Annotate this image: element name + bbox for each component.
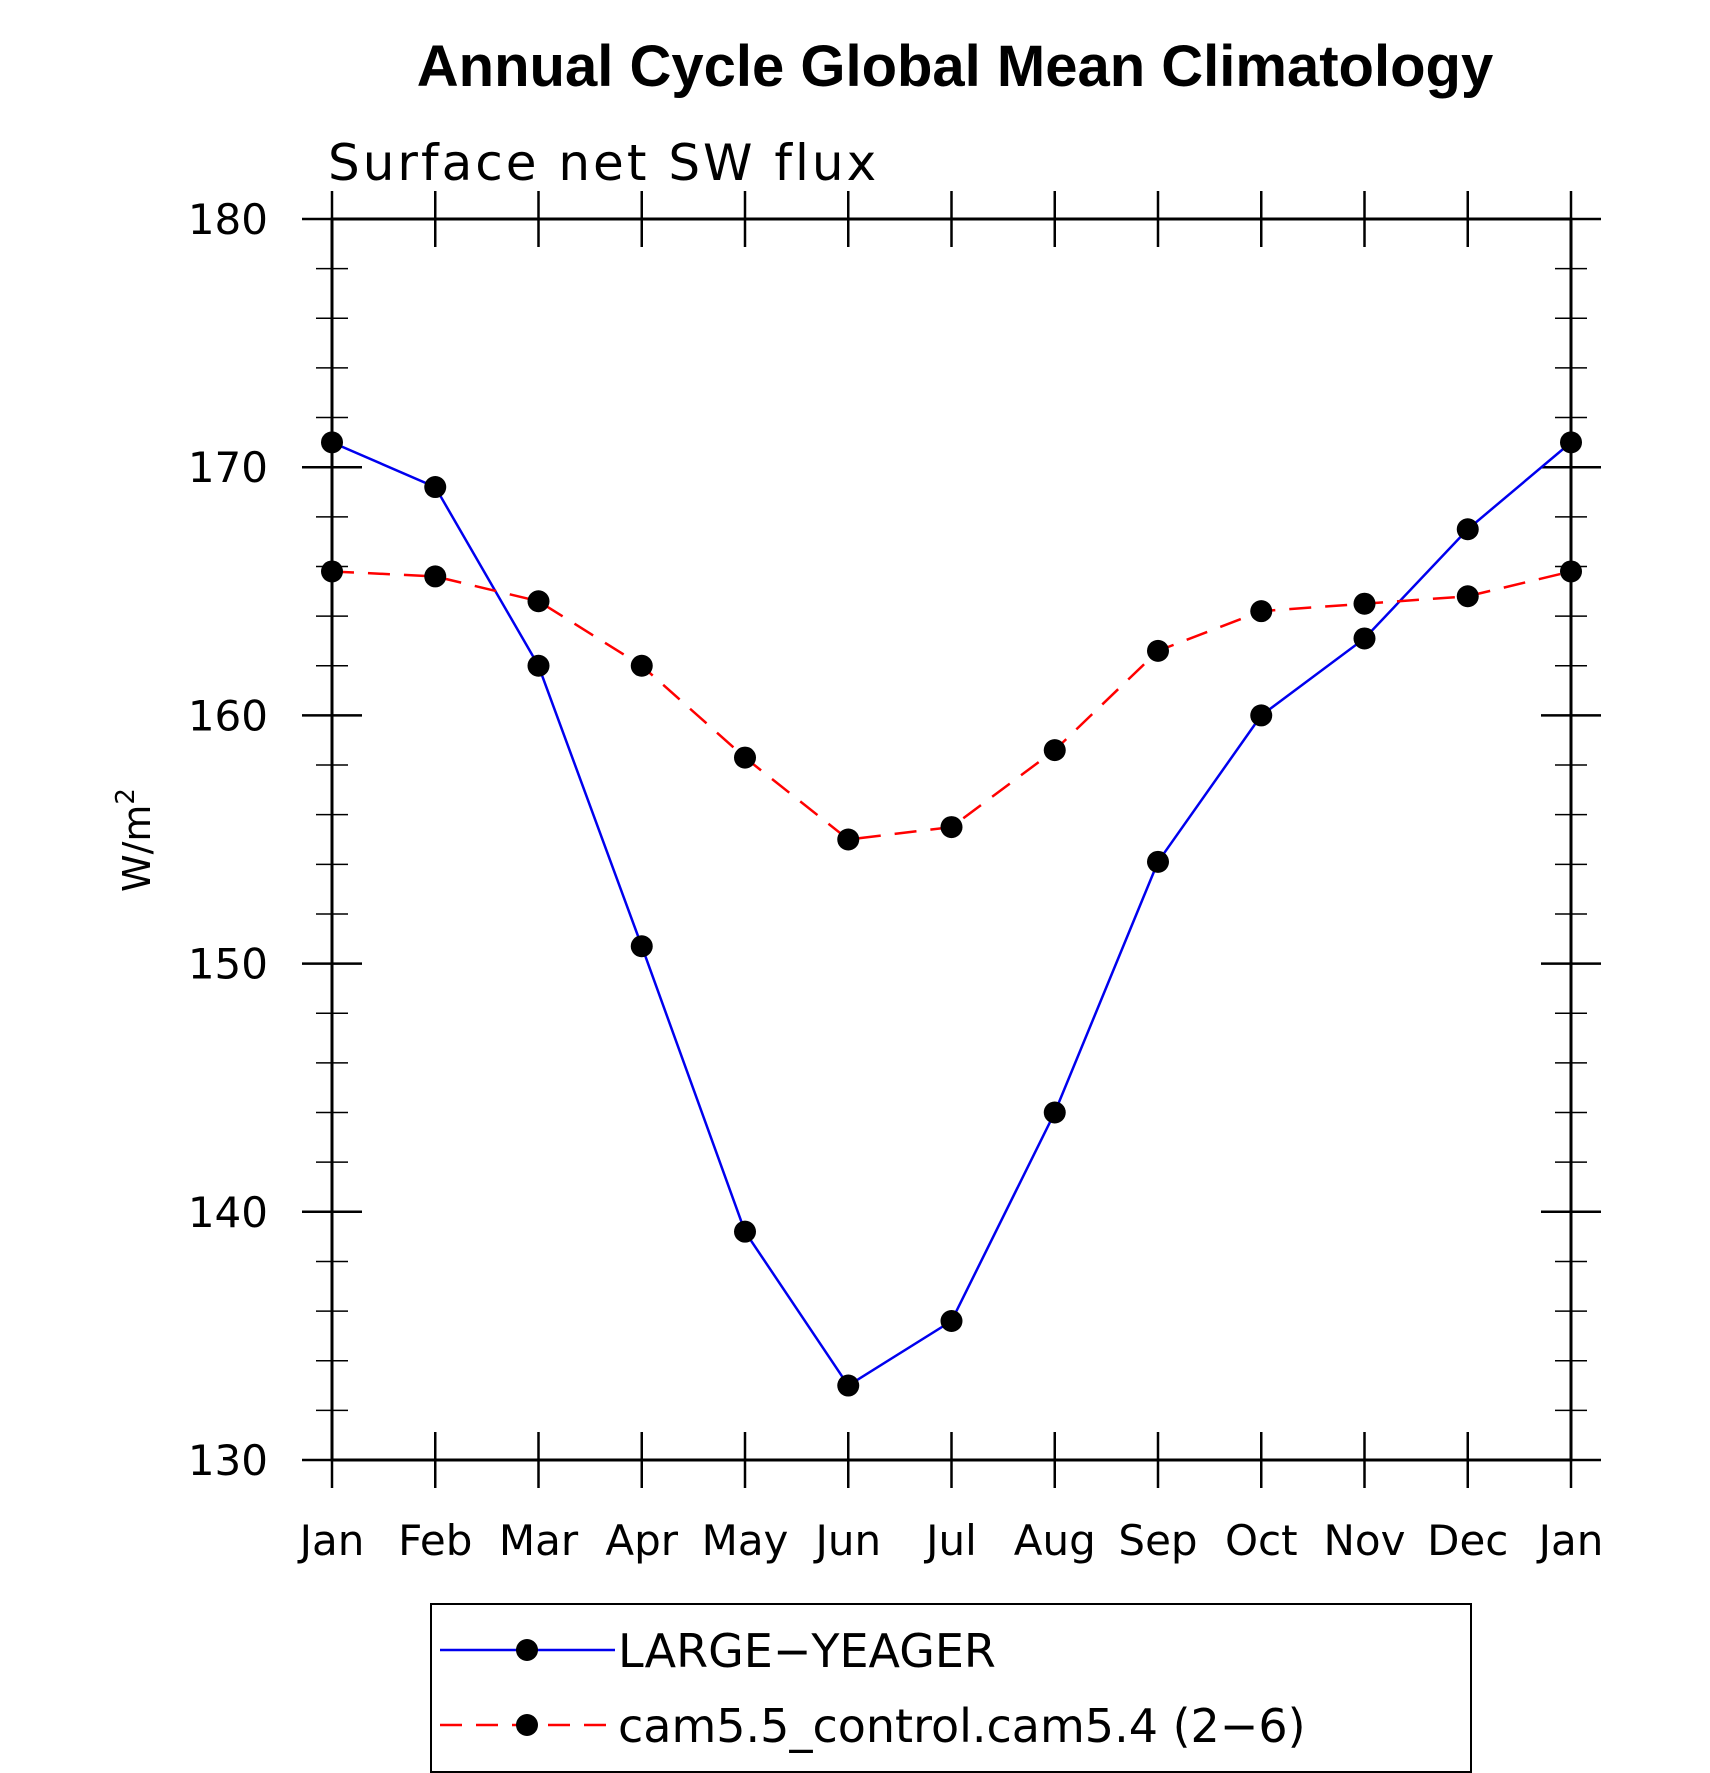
series-1-point: [734, 746, 756, 769]
y-tick-label: 140: [188, 1188, 268, 1237]
series-1-point: [527, 590, 550, 613]
x-tick-label: Oct: [1225, 1516, 1298, 1565]
x-tick-label: Sep: [1118, 1516, 1197, 1565]
series-line-0: [331, 441, 1572, 1388]
axis-ticks: [302, 191, 1601, 1488]
legend-label-series-0: LARGE−YEAGER: [618, 1624, 996, 1678]
series-1-point: [1456, 585, 1479, 608]
series-1-point: [1043, 739, 1066, 762]
series-0-point: [1456, 518, 1479, 541]
series-0-point: [1250, 704, 1273, 727]
y-tick-label: 150: [188, 940, 268, 989]
series-1-point: [424, 565, 447, 588]
series-layer: [321, 431, 1582, 1397]
legend-box: [430, 1603, 1472, 1773]
y-tick-label: 160: [188, 691, 268, 740]
legend-label-series-1: cam5.5_control.cam5.4 (2−6): [618, 1699, 1306, 1753]
y-axis-label: W/m2: [111, 788, 159, 892]
plot-border: [330, 217, 1573, 1462]
series-0-point: [837, 1374, 860, 1397]
x-tick-labels: Jan Feb Mar Apr May Jun Jul Aug Sep Oct Nov Dec Jan: [297, 1516, 1604, 1565]
series-0-point: [1043, 1101, 1066, 1124]
x-tick-label: Apr: [605, 1516, 678, 1565]
x-tick-label: Mar: [499, 1516, 579, 1565]
y-tick-label: 130: [188, 1436, 268, 1485]
series-1-point: [630, 654, 653, 677]
y-axis-label-text: W/m: [115, 805, 159, 892]
y-tick-label: 180: [188, 195, 268, 244]
x-tick-label: Jan: [297, 1516, 365, 1565]
legend-marker-series-0: [516, 1639, 538, 1661]
y-tick-label: 170: [188, 443, 268, 492]
series-0-point: [321, 431, 343, 454]
series-0-point: [1560, 431, 1582, 454]
x-tick-label: Feb: [398, 1516, 472, 1565]
series-0-point: [424, 476, 447, 499]
x-tick-label: Aug: [1014, 1516, 1096, 1565]
series-0-point: [527, 654, 550, 677]
series-0-point: [1147, 850, 1169, 873]
series-0-point: [734, 1220, 756, 1243]
x-tick-label: Jun: [812, 1516, 881, 1565]
legend-marker-series-1: [516, 1714, 538, 1736]
x-tick-label: Nov: [1324, 1516, 1406, 1565]
series-1-point: [1560, 560, 1582, 583]
y-tick-labels: 130 140 150 160 170 180: [188, 195, 268, 1485]
series-1-point: [837, 828, 860, 851]
chart-subtitle: Surface net SW flux: [328, 134, 879, 192]
series-0-point: [630, 935, 653, 958]
x-tick-label: Jan: [1536, 1516, 1604, 1565]
series-0-point: [1353, 627, 1376, 650]
series-1-point: [1250, 600, 1273, 623]
series-line-1: [331, 570, 1572, 841]
y-axis-label-superscript: 2: [111, 788, 141, 805]
series-1-point: [321, 560, 343, 583]
legend: LARGE−YEAGER cam5.5_control.cam5.4 (2−6): [430, 1603, 1472, 1773]
series-1-point: [1353, 592, 1376, 615]
plot-frame: [330, 217, 1573, 1462]
series-0-point: [940, 1310, 963, 1333]
x-tick-label: Dec: [1427, 1516, 1508, 1565]
x-tick-label: Jul: [923, 1516, 977, 1565]
series-1-point: [940, 816, 963, 839]
chart-title: Annual Cycle Global Mean Climatology: [417, 34, 1493, 99]
series-1-point: [1147, 639, 1169, 662]
x-tick-label: May: [702, 1516, 789, 1565]
